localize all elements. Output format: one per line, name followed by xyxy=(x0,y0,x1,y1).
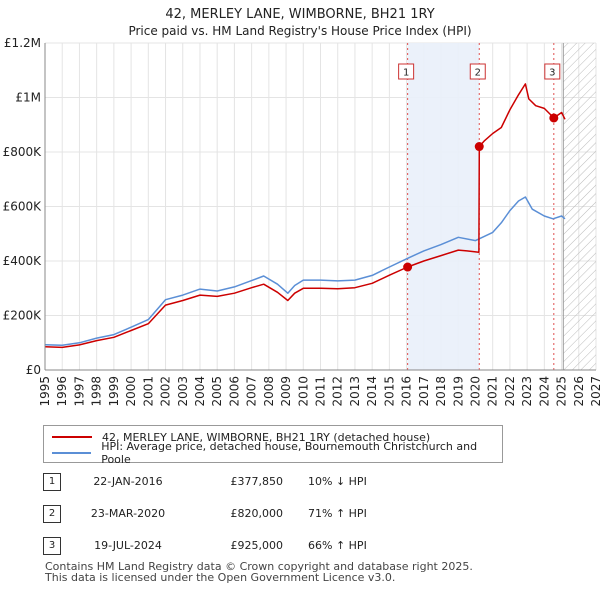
grid xyxy=(44,42,597,371)
chart-title: 42, MERLEY LANE, WIMBORNE, BH21 1RY xyxy=(165,7,434,22)
y-tick-label: £0 xyxy=(26,363,41,377)
future-hatch xyxy=(562,43,596,370)
x-tick-label: 1998 xyxy=(90,376,104,407)
sale-number-badge: 1 xyxy=(43,473,61,491)
y-tick-label: £400K xyxy=(3,254,43,268)
sale-row: 1 22-JAN-2016 £377,850 10% ↓ HPI xyxy=(43,473,463,493)
price-chart: 42, MERLEY LANE, WIMBORNE, BH21 1RY Pric… xyxy=(3,7,600,407)
x-tick-label: 2011 xyxy=(314,376,328,407)
y-tick-label: £800K xyxy=(3,145,43,159)
x-tick-label: 2005 xyxy=(210,376,224,407)
sale-interval-band xyxy=(407,43,480,370)
x-tick-label: 2024 xyxy=(537,376,551,407)
x-tick-label: 2001 xyxy=(141,376,155,407)
sale-hpi-diff: 66% ↑ HPI xyxy=(308,539,367,552)
sale-label-box xyxy=(469,63,486,80)
x-tick-label: 2021 xyxy=(486,376,500,407)
legend-item-hpi: HPI: Average price, detached house, Bour… xyxy=(52,440,502,466)
legend-line-hpi xyxy=(52,452,92,454)
x-tick-label: 2002 xyxy=(159,376,173,407)
x-tick-label: 2000 xyxy=(124,376,138,407)
sale-label-box xyxy=(398,63,415,80)
sale-label-box xyxy=(544,63,561,80)
sale-markers: 1 2 3 xyxy=(398,63,561,272)
footer-licence: This data is licensed under the Open Gov… xyxy=(45,571,396,584)
x-tick-label: 2014 xyxy=(365,376,379,407)
y-tick-label: £200K xyxy=(3,309,43,323)
x-tick-label: 2016 xyxy=(400,376,414,407)
x-tick-label: 2012 xyxy=(331,376,345,407)
x-tick-label: 2023 xyxy=(520,376,534,407)
legend-label-hpi: HPI: Average price, detached house, Bour… xyxy=(101,440,478,466)
legend-line-price xyxy=(52,436,92,438)
x-tick-label: 2022 xyxy=(503,376,517,407)
x-tick-label: 1995 xyxy=(38,376,52,407)
sale-point xyxy=(549,113,559,123)
x-tick-label: 2008 xyxy=(262,376,276,407)
series xyxy=(44,83,566,349)
legend-label-price: 42, MERLEY LANE, WIMBORNE, BH21 1RY (det… xyxy=(102,430,431,444)
sale-price: £925,000 xyxy=(230,539,284,552)
future-region xyxy=(563,43,596,370)
x-tick-label: 2017 xyxy=(417,376,431,407)
legend: 42, MERLEY LANE, WIMBORNE, BH21 1RY (det… xyxy=(43,425,503,466)
x-tick-label: 2013 xyxy=(348,376,362,407)
legend-item-price: 42, MERLEY LANE, WIMBORNE, BH21 1RY (det… xyxy=(52,429,430,445)
sale-row: 2 23-MAR-2020 £820,000 71% ↑ HPI xyxy=(43,505,463,525)
sale-point xyxy=(403,262,413,272)
sale-price: £820,000 xyxy=(230,507,284,520)
x-tick-label: 2026 xyxy=(572,376,586,407)
x-tick-label: 1997 xyxy=(72,376,86,407)
x-tick-label: 2003 xyxy=(176,376,190,407)
footer-copyright: Contains HM Land Registry data © Crown c… xyxy=(45,560,473,573)
sale-point xyxy=(474,142,484,152)
x-tick-label: 2010 xyxy=(296,376,310,407)
sale-row: 3 19-JUL-2024 £925,000 66% ↑ HPI xyxy=(43,537,463,557)
x-tick-label: 2019 xyxy=(451,376,465,407)
price-paid-line xyxy=(44,83,566,349)
y-tick-label: £600K xyxy=(3,200,43,214)
x-tick-label: 1999 xyxy=(107,376,121,407)
sale-label: 1 xyxy=(403,68,409,79)
sale-bands xyxy=(407,43,555,370)
x-tick-label: 2018 xyxy=(434,376,448,407)
x-tick-label: 2007 xyxy=(245,376,259,407)
footer: Contains HM Land Registry data © Crown c… xyxy=(45,561,473,583)
x-tick-label: 2020 xyxy=(468,376,482,407)
sale-date: 23-MAR-2020 xyxy=(90,507,166,520)
sale-number-badge: 2 xyxy=(43,505,61,523)
y-tick-label: £1.2M xyxy=(4,36,41,50)
x-tick-label: 2004 xyxy=(193,376,207,407)
sale-label: 2 xyxy=(475,68,481,79)
x-tick-label: 2009 xyxy=(279,376,293,407)
sale-date: 22-JAN-2016 xyxy=(93,475,163,488)
chart-subtitle: Price paid vs. HM Land Registry's House … xyxy=(128,24,471,38)
hpi-line xyxy=(44,196,566,346)
sale-label: 3 xyxy=(549,68,555,79)
sale-hpi-diff: 71% ↑ HPI xyxy=(308,507,367,520)
sale-number-badge: 3 xyxy=(43,537,61,555)
sale-hpi-diff: 10% ↓ HPI xyxy=(308,475,367,488)
x-tick-label: 2027 xyxy=(589,376,600,407)
x-tick-label: 2025 xyxy=(555,376,569,407)
x-tick-label: 2015 xyxy=(382,376,396,407)
x-tick-label: 1996 xyxy=(55,376,69,407)
x-tick-label: 2006 xyxy=(227,376,241,407)
sale-price: £377,850 xyxy=(230,475,284,488)
y-tick-label: £1M xyxy=(15,91,41,105)
sale-date: 19-JUL-2024 xyxy=(94,539,162,552)
